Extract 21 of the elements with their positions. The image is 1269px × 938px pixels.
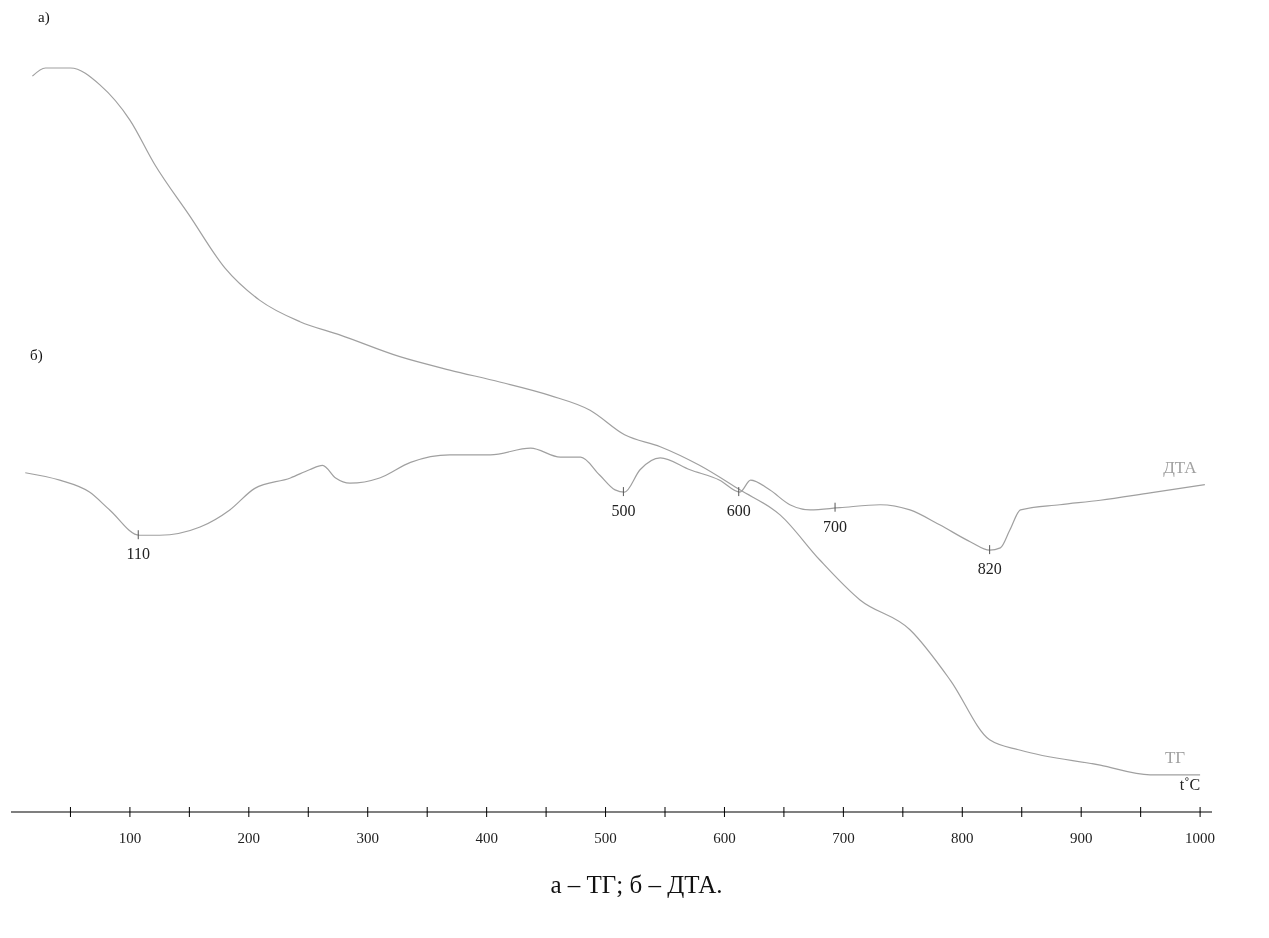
annotation: 110 [126, 545, 150, 563]
x-tick-label: 700 [832, 830, 855, 846]
x-tick-label: 1000 [1185, 830, 1216, 846]
x-tick-label: 900 [1069, 830, 1093, 846]
annotation: 500 [611, 502, 636, 520]
x-tick-label: 200 [237, 830, 261, 846]
annotation: б) [30, 347, 43, 364]
series-label: ДТА [1163, 457, 1198, 477]
annotation: 600 [726, 502, 751, 520]
x-tick-label: 600 [713, 830, 736, 846]
annotation: 700 [823, 517, 848, 535]
x-tick-label: 500 [594, 830, 617, 846]
series-label: ТГ [1165, 747, 1186, 767]
x-tick-label: 400 [475, 830, 498, 846]
text: а) [38, 9, 50, 26]
text: а – ТГ; б – ДТА. [550, 871, 723, 898]
x-tick-label: 300 [356, 830, 379, 846]
annotation: 820 [977, 560, 1002, 578]
x-axis-title: t˚C [1179, 776, 1201, 793]
x-tick-label: 100 [118, 830, 142, 846]
x-tick-label: 800 [951, 830, 974, 846]
